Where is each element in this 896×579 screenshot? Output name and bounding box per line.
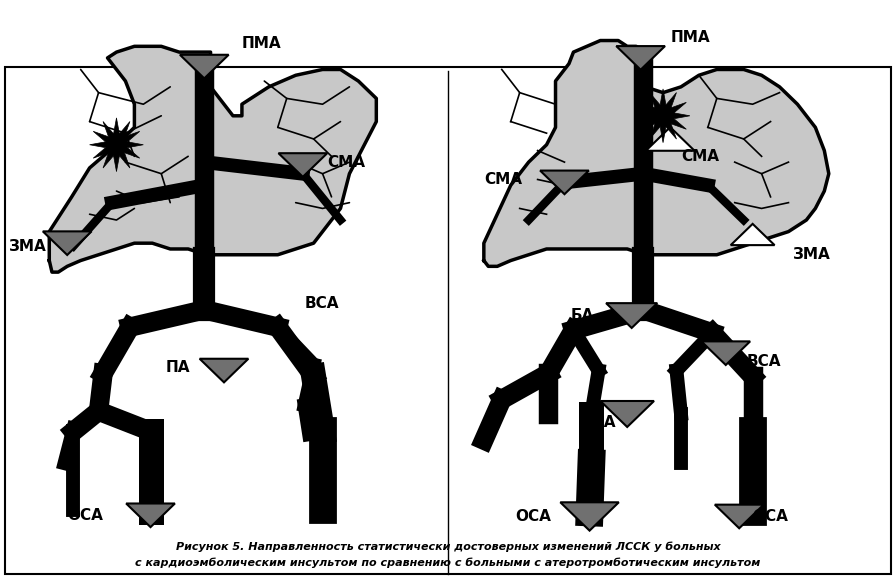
Text: СМА: СМА xyxy=(681,149,719,164)
Text: ПМА: ПМА xyxy=(670,30,710,45)
Text: ЗМА: ЗМА xyxy=(9,239,47,254)
Text: ОСА: ОСА xyxy=(515,509,551,524)
Polygon shape xyxy=(616,46,665,69)
Polygon shape xyxy=(600,401,654,427)
Polygon shape xyxy=(731,224,774,245)
Polygon shape xyxy=(484,41,829,266)
Polygon shape xyxy=(715,505,763,528)
Polygon shape xyxy=(702,342,750,365)
Text: ОСА: ОСА xyxy=(67,508,103,523)
Polygon shape xyxy=(126,504,175,527)
Polygon shape xyxy=(279,153,327,177)
Text: ЗМА: ЗМА xyxy=(793,247,831,262)
Polygon shape xyxy=(180,55,228,78)
Text: СМА: СМА xyxy=(327,155,365,170)
Polygon shape xyxy=(200,359,248,382)
Text: ВСА: ВСА xyxy=(305,296,340,312)
Polygon shape xyxy=(43,232,91,255)
Polygon shape xyxy=(606,303,658,328)
Text: ВСА: ВСА xyxy=(746,354,781,369)
Polygon shape xyxy=(646,127,694,151)
Text: ПА: ПА xyxy=(591,415,616,430)
Text: ПМА: ПМА xyxy=(242,36,281,51)
Text: с кардиоэмболическим инсультом по сравнению с больными с атеротромботическим инс: с кардиоэмболическим инсультом по сравне… xyxy=(135,558,761,568)
Polygon shape xyxy=(636,89,690,142)
Text: БА: БА xyxy=(571,308,594,323)
Text: ПА: ПА xyxy=(166,360,190,375)
Text: ОСА: ОСА xyxy=(753,509,788,524)
Polygon shape xyxy=(540,171,589,194)
Polygon shape xyxy=(560,503,619,530)
Bar xyxy=(5,67,891,574)
Text: Рисунок 5. Направленность статистически достоверных изменений ЛССК у больных: Рисунок 5. Направленность статистически … xyxy=(176,541,720,552)
Text: СМА: СМА xyxy=(484,172,521,187)
Polygon shape xyxy=(49,46,376,272)
Polygon shape xyxy=(90,118,143,171)
